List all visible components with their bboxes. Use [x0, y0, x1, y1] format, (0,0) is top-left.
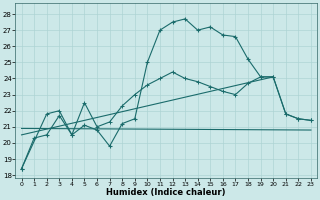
X-axis label: Humidex (Indice chaleur): Humidex (Indice chaleur) — [107, 188, 226, 197]
